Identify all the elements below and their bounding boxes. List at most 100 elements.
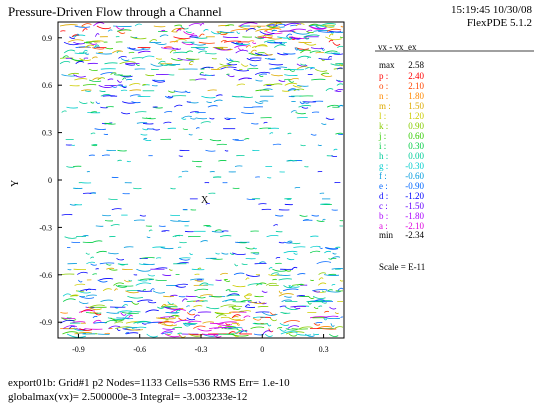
- contour-segment: [185, 31, 192, 33]
- contour-segment: [142, 128, 149, 131]
- contour-segment: [117, 149, 127, 152]
- contour-segment: [258, 203, 267, 205]
- contour-segment: [266, 25, 276, 28]
- contour-segment: [245, 277, 250, 281]
- contour-segment: [131, 57, 144, 59]
- contour-segment: [275, 23, 286, 27]
- y-tick-label: -0.9: [39, 318, 52, 327]
- contour-segment: [293, 306, 301, 310]
- contour-segment: [285, 306, 299, 311]
- contour-segment: [128, 279, 133, 282]
- contour-segment: [229, 58, 234, 62]
- contour-segment: [195, 295, 206, 299]
- contour-segment: [75, 46, 90, 48]
- contour-segment: [278, 290, 283, 294]
- contour-segment: [186, 305, 190, 308]
- contour-segment: [334, 326, 344, 329]
- contour-segment: [60, 57, 74, 59]
- contour-segment: [197, 328, 212, 332]
- y-axis-ticks: 0.9 0.6 0.3 0 -0.3 -0.6 -0.9: [39, 34, 62, 327]
- contour-segment: [106, 267, 115, 270]
- contour-segment: [308, 295, 315, 299]
- contour-segment: [145, 309, 159, 313]
- contour-segment: [125, 63, 136, 66]
- contour-segment: [266, 234, 279, 238]
- contour-segment: [129, 94, 141, 97]
- contour-segment: [335, 88, 344, 92]
- contour-segment: [163, 121, 172, 124]
- contour-segment: [303, 36, 310, 40]
- contour-segment: [249, 63, 258, 67]
- contour-segment: [188, 133, 193, 136]
- contour-segment: [136, 321, 152, 324]
- contour-segment: [129, 83, 141, 86]
- contour-segment: [176, 29, 182, 32]
- contour-segment: [306, 31, 314, 34]
- legend-level-value: -0.90: [405, 181, 424, 191]
- contour-segment: [90, 304, 105, 308]
- contour-segment: [98, 85, 113, 88]
- contour-segment: [227, 74, 235, 78]
- contour-segment: [227, 60, 240, 65]
- contour-segment: [63, 49, 76, 54]
- contour-segment: [284, 74, 298, 77]
- contour-segment: [313, 299, 325, 302]
- contour-segment: [84, 52, 90, 55]
- contour-segment: [238, 77, 250, 81]
- contour-segment: [273, 224, 279, 227]
- contour-segment: [202, 300, 208, 302]
- contour-segment: [145, 74, 155, 77]
- contour-segment: [150, 63, 164, 67]
- contour-segment: [204, 52, 217, 55]
- contour-segment: [228, 305, 243, 308]
- legend-level-value: -0.60: [405, 171, 424, 181]
- contour-segment: [174, 104, 183, 108]
- contour-segment: [201, 333, 219, 336]
- contour-segment: [135, 111, 147, 113]
- contour-segment: [324, 50, 338, 54]
- contour-segment: [268, 63, 283, 66]
- contour-segment: [278, 278, 292, 281]
- contour-segment: [199, 282, 209, 286]
- contour-segment: [224, 149, 229, 152]
- contour-segment: [197, 267, 202, 270]
- contour-segment: [175, 309, 181, 313]
- contour-segment: [293, 252, 298, 255]
- contour-segment: [250, 326, 265, 329]
- contour-segment: [251, 45, 268, 48]
- contour-segment: [313, 306, 319, 309]
- contour-segment: [318, 277, 324, 281]
- y-tick-label: -0.3: [39, 223, 52, 232]
- contour-segment: [322, 218, 326, 221]
- contour-segment: [115, 285, 128, 288]
- contour-segment: [172, 234, 184, 238]
- contour-segment: [337, 45, 344, 48]
- contour-segment: [97, 279, 108, 283]
- contour-segment: [169, 49, 177, 54]
- contour-segment: [286, 33, 293, 38]
- contour-segment: [98, 52, 103, 54]
- contour-segment: [289, 77, 299, 81]
- contour-segment: [284, 295, 292, 298]
- legend-level-label: k :: [379, 121, 389, 131]
- contour-segment: [308, 23, 319, 27]
- contour-segment: [191, 268, 205, 271]
- contour-segment: [296, 66, 310, 70]
- contour-segment: [300, 63, 307, 66]
- contour-segment: [166, 312, 178, 314]
- contour-segment: [258, 301, 267, 305]
- contour-segment: [178, 333, 186, 338]
- contour-segment: [164, 333, 181, 338]
- contour-segment: [298, 105, 312, 108]
- contour-segment: [324, 250, 332, 254]
- contour-segment: [152, 290, 166, 294]
- contour-segment: [303, 34, 320, 38]
- contour-segment: [245, 247, 255, 250]
- contour-segment: [66, 166, 75, 168]
- y-tick-label: 0.9: [42, 34, 52, 43]
- contour-segment: [324, 247, 339, 250]
- contour-segment: [339, 36, 344, 39]
- contour-segment: [281, 299, 292, 302]
- contour-segment: [104, 320, 118, 324]
- contour-segment: [195, 117, 208, 120]
